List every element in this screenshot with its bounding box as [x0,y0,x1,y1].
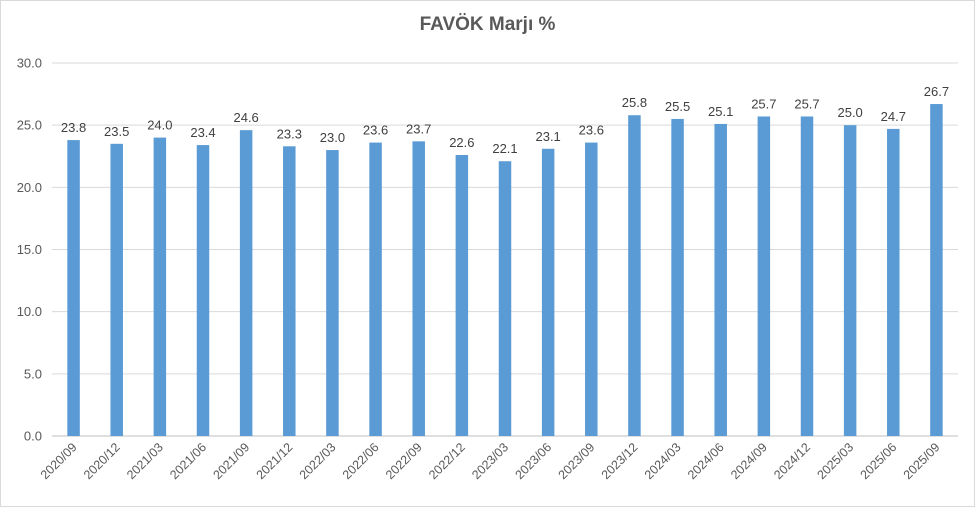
bar [541,148,555,437]
x-tick-label: 2024/09 [728,440,770,482]
x-tick-label: 2020/09 [38,440,80,482]
data-label: 26.7 [924,84,949,99]
bar [930,104,943,436]
data-label: 23.6 [579,123,604,138]
data-label: 23.0 [320,130,345,145]
data-label: 23.1 [535,129,560,144]
bar [628,115,641,436]
y-tick-label: 5.0 [24,366,42,381]
bar [714,123,727,436]
data-label: 25.0 [837,105,862,120]
x-tick-label: 2020/12 [81,440,123,482]
y-tick-label: 0.0 [24,429,42,444]
data-label: 25.1 [708,104,733,119]
bar [800,116,814,437]
bar [239,130,253,436]
data-label: 23.4 [190,125,215,140]
chart-title: FAVÖK Marjı % [419,14,556,35]
data-label: 25.8 [622,95,647,110]
x-tick-label: 2022/03 [297,440,339,482]
bar [455,155,469,437]
x-tick-label: 2023/12 [599,440,641,482]
bar [369,142,382,436]
x-tick-label: 2022/12 [426,440,468,482]
data-label: 23.8 [61,120,86,135]
data-label: 24.7 [881,109,906,124]
data-label: 23.5 [104,124,129,139]
x-tick-label: 2021/06 [167,440,209,482]
data-label: 22.1 [492,141,517,156]
bar [67,140,80,436]
x-tick-label: 2024/06 [685,440,727,482]
data-label: 25.7 [794,96,819,111]
bar [153,137,167,436]
bar [498,161,512,436]
x-tick-label: 2021/12 [254,440,296,482]
bar [843,125,857,437]
x-tick-label: 2022/09 [383,440,425,482]
bar [283,146,296,436]
data-label: 22.6 [449,135,474,150]
data-label: 23.6 [363,123,388,138]
data-label: 23.7 [406,121,431,136]
data-label: 23.3 [277,126,302,141]
data-label: 24.0 [147,118,172,133]
data-label: 24.6 [233,110,258,125]
x-tick-label: 2022/06 [340,440,382,482]
bar [671,118,684,436]
x-tick-label: 2021/03 [124,440,166,482]
x-tick-label: 2025/06 [858,440,900,482]
bar [412,141,425,436]
x-tick-label: 2023/06 [512,440,554,482]
y-tick-label: 20.0 [17,180,42,195]
x-tick-label: 2023/03 [469,440,511,482]
bar [585,142,598,436]
x-tick-label: 2025/03 [814,440,856,482]
x-tick-label: 2021/09 [210,440,252,482]
y-tick-label: 10.0 [17,304,42,319]
bar [196,145,210,436]
bar [757,116,771,437]
bar [887,128,900,436]
x-tick-label: 2023/09 [556,440,598,482]
data-label: 25.5 [665,99,690,114]
x-tick-label: 2024/03 [642,440,684,482]
x-tick-label: 2024/12 [771,440,813,482]
bar [110,143,123,437]
y-tick-label: 15.0 [17,242,42,257]
y-tick-label: 30.0 [17,56,42,71]
y-tick-label: 25.0 [17,118,42,133]
x-tick-label: 2025/09 [901,440,943,482]
data-label: 25.7 [751,96,776,111]
bar [326,150,339,437]
